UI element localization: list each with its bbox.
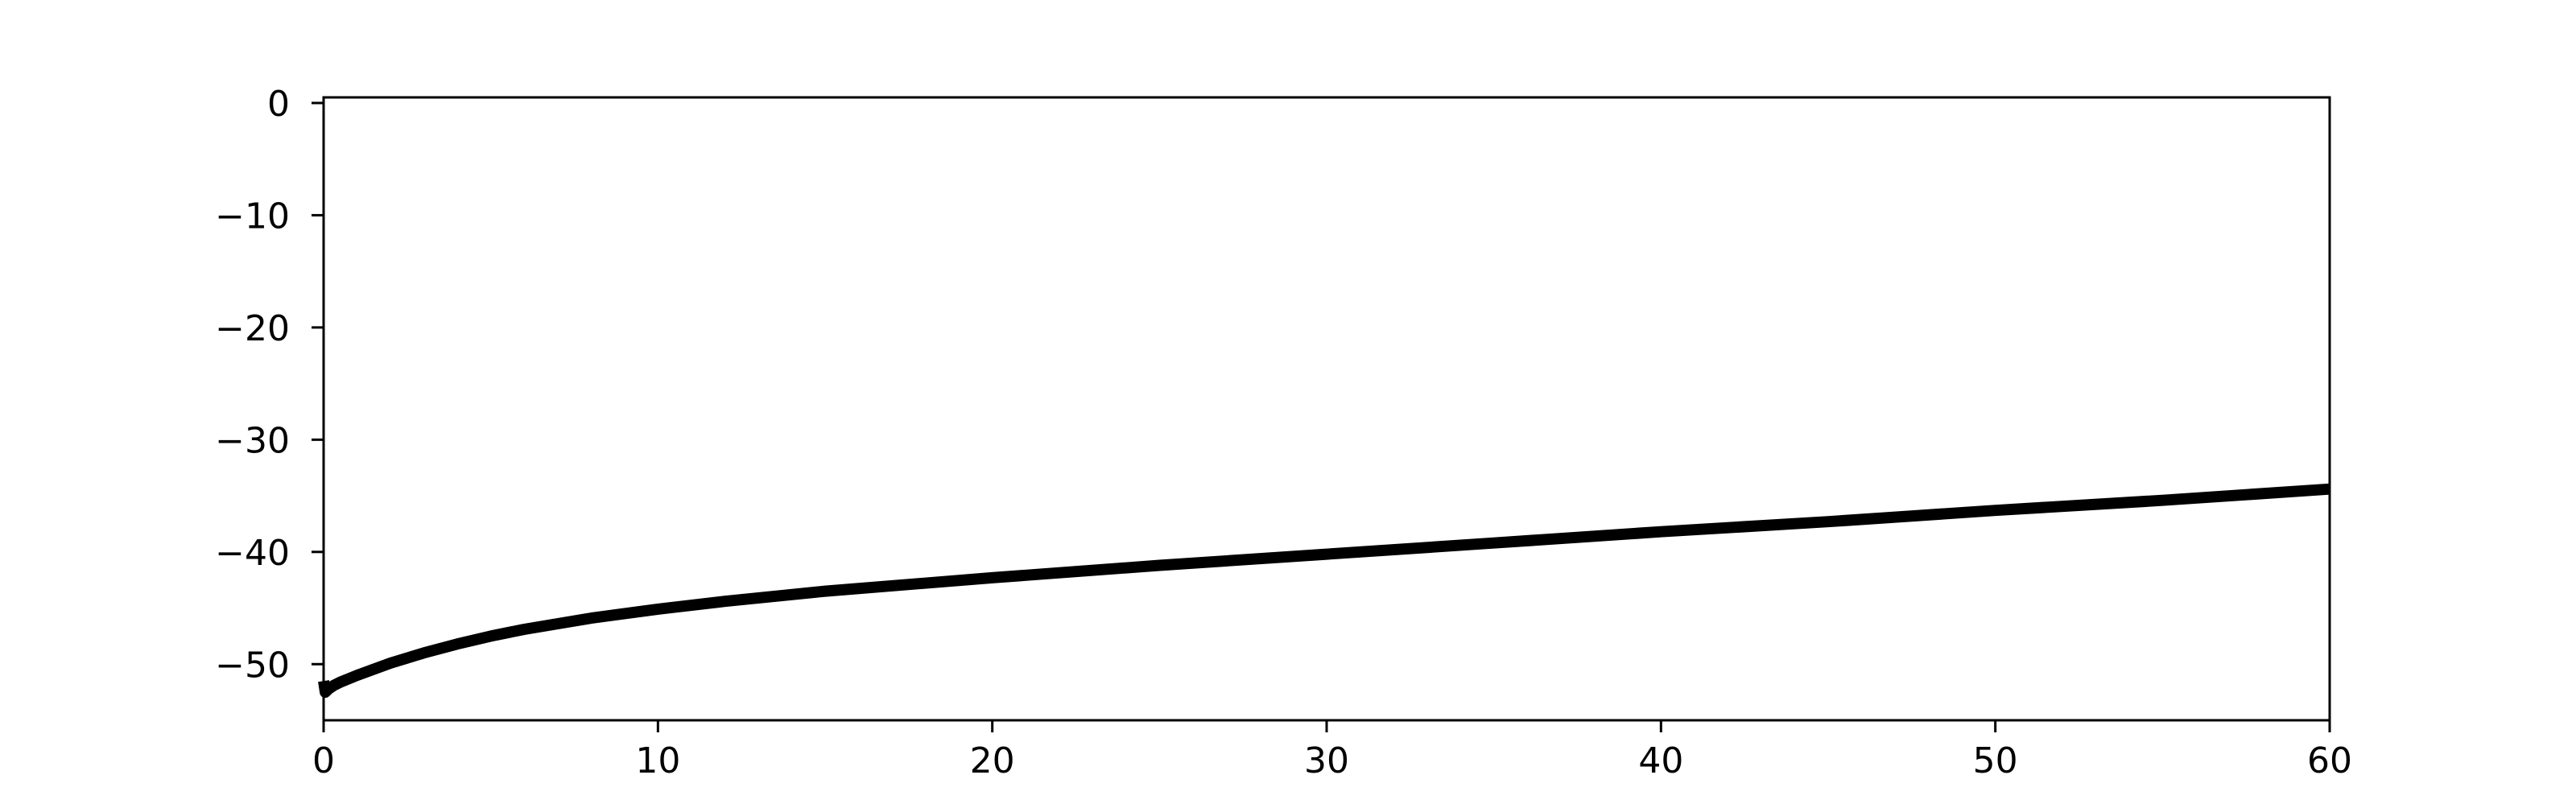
y-tick-label: −30 — [215, 420, 290, 461]
plot-frame — [322, 96, 2331, 722]
y-tick-label: 0 — [267, 84, 290, 125]
x-tick-label: 30 — [1304, 740, 1349, 781]
x-tick-label: 20 — [970, 740, 1015, 781]
y-tick-label: −40 — [215, 533, 290, 574]
x-tick-label: 50 — [1973, 740, 2018, 781]
y-tick-label: −10 — [215, 196, 290, 237]
x-tick-label: 0 — [312, 740, 335, 781]
series-layer — [318, 483, 2330, 699]
y-tick-label: −20 — [215, 308, 290, 349]
series-line-0 — [318, 483, 2330, 699]
tick-labels-layer: 0 10 20 30 40 50 60 0 −10 −20 −30 −40 −50 — [215, 84, 2352, 781]
ticks-layer — [312, 101, 2331, 732]
x-tick-label: 10 — [635, 740, 680, 781]
x-tick-label: 40 — [1638, 740, 1683, 781]
y-tick-label: −50 — [215, 645, 290, 686]
x-tick-label: 60 — [2307, 740, 2352, 781]
